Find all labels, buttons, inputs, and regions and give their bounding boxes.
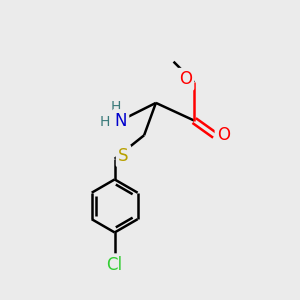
Text: O: O	[179, 70, 192, 88]
Text: O: O	[217, 126, 230, 144]
Text: H: H	[99, 115, 110, 129]
Text: S: S	[118, 147, 129, 165]
Text: N: N	[114, 112, 127, 130]
Text: H: H	[111, 100, 121, 114]
Text: Cl: Cl	[106, 256, 123, 274]
